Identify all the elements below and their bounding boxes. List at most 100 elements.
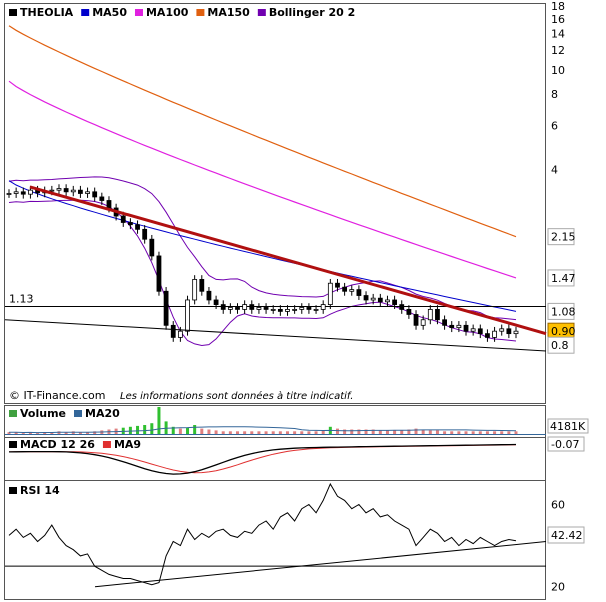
rsi-panel xyxy=(5,481,546,600)
candle-body xyxy=(378,298,382,302)
volume-bar xyxy=(36,433,39,434)
candle-body xyxy=(478,329,482,334)
candle-body xyxy=(7,193,11,194)
volume-bar xyxy=(229,431,232,434)
price-y-tick-0: 18 xyxy=(551,0,565,13)
volume-bar xyxy=(336,429,339,434)
candle-body xyxy=(350,290,354,292)
volume-bar xyxy=(450,431,453,434)
volume-bar xyxy=(393,430,396,434)
candle-body xyxy=(450,325,454,327)
price-y-tick-4: 10 xyxy=(551,64,565,77)
volume-bar xyxy=(236,431,239,434)
volume-bar xyxy=(207,430,210,435)
candle-body xyxy=(343,287,347,291)
price-y-tick-5: 8 xyxy=(551,88,558,101)
candle-body xyxy=(314,309,318,310)
price-legend-label-0: THEOLIA xyxy=(20,6,74,19)
volume-bar xyxy=(293,431,296,434)
candle-body xyxy=(121,216,125,222)
candle-body xyxy=(64,189,68,192)
value-tag-3: 0.90 xyxy=(551,325,576,338)
candle-body xyxy=(86,192,90,194)
candle-body xyxy=(193,279,197,300)
copyright-text: © IT-Finance.com xyxy=(9,389,106,402)
candle-body xyxy=(457,325,461,327)
candle-body xyxy=(393,300,397,305)
candle-body xyxy=(328,283,332,304)
candle-body xyxy=(186,300,190,331)
level-label: 1.13 xyxy=(9,292,34,305)
volume-bar xyxy=(400,430,403,434)
candle-body xyxy=(157,256,161,291)
volume-bar xyxy=(129,427,132,434)
volume-bar xyxy=(436,430,439,434)
volume-bar xyxy=(257,431,260,434)
candle-body xyxy=(236,307,240,309)
candle-body xyxy=(257,307,261,309)
price-legend-swatch-3 xyxy=(196,9,204,16)
price-y-tick-6: 6 xyxy=(551,119,558,132)
candle-body xyxy=(293,309,297,310)
volume-bar xyxy=(186,428,189,434)
volume-bar xyxy=(243,431,246,434)
candle-body xyxy=(164,291,168,325)
volume-bar xyxy=(222,431,225,434)
volume-bar xyxy=(165,421,168,434)
candle-body xyxy=(278,309,282,311)
price-legend-swatch-2 xyxy=(135,9,143,16)
candle-body xyxy=(207,291,211,300)
candle-body xyxy=(285,309,289,311)
candle-body xyxy=(250,305,254,310)
candle-body xyxy=(421,320,425,326)
candle-body xyxy=(335,283,339,287)
volume-legend-label-1: MA20 xyxy=(85,407,120,420)
macd-legend-label-1: MA9 xyxy=(114,438,141,451)
candle-body xyxy=(14,192,18,194)
volume-legend-swatch-0 xyxy=(9,410,17,417)
candle-body xyxy=(143,229,147,239)
volume-bar xyxy=(272,431,275,434)
candle-body xyxy=(493,331,497,337)
volume-bar xyxy=(22,433,25,434)
volume-bar xyxy=(265,431,268,434)
volume-bar xyxy=(286,431,289,434)
volume-bar xyxy=(465,431,468,434)
volume-bar xyxy=(307,431,310,434)
candle-body xyxy=(414,314,418,325)
volume-bar xyxy=(150,423,153,434)
candle-body xyxy=(435,309,439,319)
candle-body xyxy=(357,290,361,296)
candle-body xyxy=(214,300,218,305)
candle-body xyxy=(200,279,204,291)
rsi-y-tick-1: 20 xyxy=(551,581,565,594)
price-legend-swatch-0 xyxy=(9,9,17,16)
volume-bar xyxy=(193,425,196,434)
volume-bar xyxy=(472,431,475,434)
candle-body xyxy=(364,296,368,300)
volume-bar xyxy=(515,431,518,434)
volume-bar xyxy=(479,431,482,434)
candle-body xyxy=(371,298,375,300)
price-y-tick-7: 4 xyxy=(551,163,558,176)
volume-bar xyxy=(457,431,460,434)
candle-body xyxy=(221,305,225,310)
candle-body xyxy=(50,190,54,191)
candle-body xyxy=(100,197,104,201)
candle-body xyxy=(407,309,411,314)
value-tag-2: 1.08 xyxy=(551,305,576,318)
candle-body xyxy=(471,329,475,331)
volume-bar xyxy=(136,426,139,434)
candle-body xyxy=(271,309,275,310)
macd-legend-swatch-1 xyxy=(103,441,111,448)
volume-bar xyxy=(443,431,446,434)
candle-body xyxy=(107,201,111,208)
candle-body xyxy=(428,309,432,319)
volume-legend-label-0: Volume xyxy=(20,407,66,420)
price-legend-label-4: Bollinger 20 2 xyxy=(269,6,355,19)
volume-bar xyxy=(350,430,353,435)
volume-bar xyxy=(493,431,496,434)
candle-body xyxy=(243,305,247,310)
macd-value-tag: -0.07 xyxy=(551,438,579,451)
